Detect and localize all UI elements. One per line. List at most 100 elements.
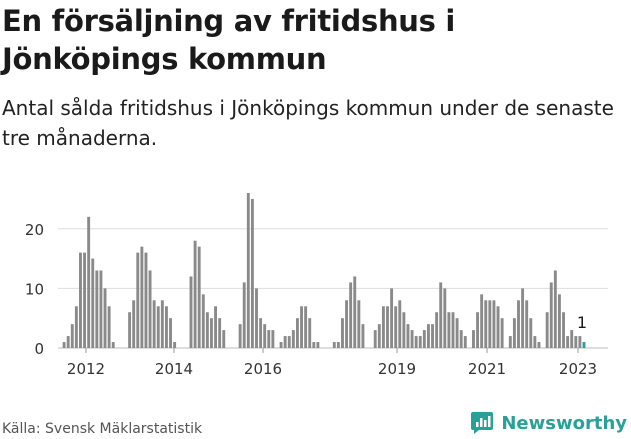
x-tick-label: 2016	[244, 360, 282, 378]
bar	[263, 324, 267, 348]
bar	[316, 342, 320, 348]
bar	[512, 318, 516, 348]
bar	[152, 300, 156, 348]
bar	[279, 342, 283, 348]
bar	[562, 312, 565, 348]
bar	[480, 294, 484, 348]
bar	[472, 330, 475, 348]
bar	[341, 318, 344, 348]
bar	[242, 282, 246, 348]
bar	[271, 330, 275, 348]
bar	[517, 300, 520, 348]
bar	[377, 324, 381, 348]
y-tick-labels: 0 10 20	[25, 221, 44, 358]
bar	[148, 270, 152, 348]
bar	[476, 312, 480, 348]
bar	[160, 300, 164, 348]
chart-title: En försäljning av fritidshus i Jönköping…	[2, 4, 456, 76]
bar	[373, 330, 377, 348]
bar	[406, 324, 410, 348]
bar	[529, 318, 533, 348]
y-tick-label: 10	[25, 280, 44, 298]
bar	[66, 336, 70, 348]
x-tick-label: 2023	[559, 360, 597, 378]
x-tick-label: 2021	[468, 360, 506, 378]
bar	[525, 300, 529, 348]
bar	[91, 258, 95, 348]
bar	[451, 312, 455, 348]
bar	[140, 246, 144, 348]
bar	[287, 336, 291, 348]
bar	[295, 318, 299, 348]
bar	[128, 312, 132, 348]
bar	[484, 300, 488, 348]
bar	[144, 252, 148, 348]
x-tick-label: 2014	[155, 360, 193, 378]
newsworthy-logo[interactable]: Newsworthy	[469, 408, 627, 438]
bar	[488, 300, 492, 348]
bar	[259, 318, 263, 348]
bar	[431, 324, 434, 348]
bar	[132, 300, 136, 348]
bar	[222, 330, 226, 348]
bar	[533, 336, 537, 348]
bar-chart: 0 10 20 2012 2014 2016 2019 2021 2023 1	[25, 193, 608, 378]
bar	[79, 252, 82, 348]
bar	[345, 300, 349, 348]
bar	[386, 306, 389, 348]
bar	[250, 198, 254, 348]
bar	[426, 324, 430, 348]
bar	[521, 288, 525, 348]
bar	[173, 342, 177, 348]
bar	[197, 246, 201, 348]
bar	[169, 318, 172, 348]
bar	[255, 288, 258, 348]
bar	[455, 318, 459, 348]
newsworthy-icon	[471, 412, 494, 434]
bar	[205, 312, 209, 348]
bar	[62, 342, 66, 348]
brand-name: Newsworthy	[501, 412, 627, 434]
bar	[353, 276, 357, 348]
bar	[267, 330, 271, 348]
bar	[459, 330, 463, 348]
bar	[164, 306, 168, 348]
bar	[210, 318, 213, 348]
chart-subtitle: Antal sålda fritidshus i Jönköpings komm…	[2, 96, 614, 150]
bar	[312, 342, 316, 348]
y-tick-label: 0	[34, 340, 44, 358]
bar	[435, 312, 439, 348]
bar	[156, 306, 160, 348]
bars	[62, 193, 586, 348]
bar	[422, 330, 426, 348]
bar	[492, 300, 496, 348]
bar	[332, 342, 336, 348]
bar	[361, 324, 365, 348]
bar	[304, 306, 308, 348]
bar	[87, 216, 91, 348]
bar	[410, 330, 414, 348]
bar	[500, 318, 504, 348]
bar	[398, 300, 402, 348]
bar	[545, 312, 549, 348]
bar	[103, 288, 107, 348]
x-tick-label: 2019	[378, 360, 416, 378]
bar	[107, 306, 111, 348]
bar	[357, 300, 361, 348]
bar	[308, 318, 312, 348]
bar	[549, 282, 553, 348]
bar	[189, 276, 193, 348]
bar	[349, 282, 353, 348]
bar	[447, 312, 451, 348]
bar	[74, 306, 78, 348]
bar	[570, 330, 574, 348]
bar	[496, 306, 500, 348]
bar	[463, 336, 467, 348]
source-note: Källa: Svensk Mäklarstatistik	[2, 421, 203, 437]
bar	[537, 342, 541, 348]
bar	[557, 294, 561, 348]
bar	[336, 342, 340, 348]
bar	[214, 306, 218, 348]
bar	[553, 270, 557, 348]
bar	[246, 193, 250, 348]
